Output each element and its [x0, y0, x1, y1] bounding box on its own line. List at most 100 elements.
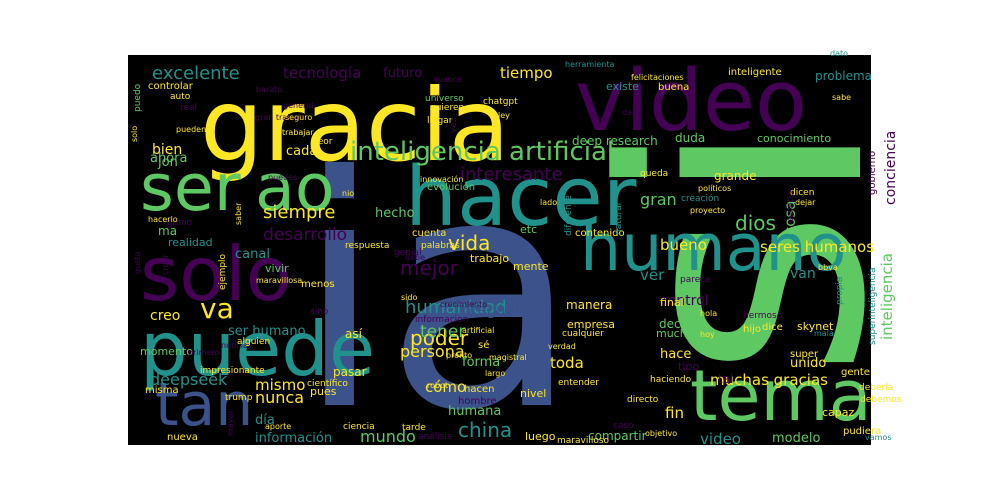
- cloud-word: tiempo: [500, 64, 553, 82]
- cloud-word: ser: [140, 151, 241, 226]
- cloud-word: van: [790, 266, 816, 282]
- cloud-word: pasar: [333, 365, 367, 379]
- cloud-word: herramienta: [565, 60, 614, 69]
- cloud-word: puede: [140, 305, 375, 393]
- cloud-word: video: [700, 430, 741, 448]
- cloud-word: capaz: [822, 406, 855, 419]
- cloud-word: debería: [859, 383, 893, 393]
- cloud-word: avance: [433, 75, 462, 84]
- cloud-word: momento: [140, 345, 193, 358]
- cloud-word: fin: [665, 404, 684, 422]
- cloud-word: toda: [550, 354, 584, 372]
- cloud-word: informacion: [415, 315, 468, 325]
- cloud-word: puedes: [268, 173, 297, 182]
- cloud-word: tecnología: [283, 64, 361, 82]
- cloud-word: debe: [405, 253, 425, 262]
- cloud-word: da: [622, 108, 632, 117]
- cloud-word: propia: [835, 277, 845, 305]
- cloud-word: hacerlo: [148, 215, 178, 224]
- cloud-word: hacer: [405, 150, 637, 245]
- cloud-word: tarde: [402, 423, 426, 433]
- cloud-word: canal: [235, 247, 270, 262]
- cloud-word: así: [345, 327, 363, 341]
- cloud-word: decir: [659, 317, 689, 331]
- cloud-word: hoy: [700, 330, 715, 339]
- cloud-word: poder: [410, 326, 469, 350]
- cloud-word: caso: [613, 421, 634, 431]
- cloud-word: natural: [614, 203, 624, 235]
- cloud-word: alguien: [237, 337, 270, 347]
- cloud-word: ao: [255, 151, 335, 226]
- cloud-word: hermoso: [743, 311, 783, 321]
- cloud-word: mente: [513, 260, 549, 273]
- cloud-word: realidad: [168, 236, 213, 249]
- cloud-word: impresionante: [200, 366, 265, 376]
- cloud-word: objetivo: [645, 429, 677, 438]
- cloud-word: políticos: [698, 184, 731, 193]
- cloud-word: etc: [520, 223, 537, 236]
- cloud-word: persona: [400, 342, 465, 361]
- cloud-word: cuenta: [412, 228, 446, 239]
- cloud-word: tipo: [678, 360, 699, 373]
- cloud-word: mejor: [400, 256, 459, 280]
- cloud-word: nueva: [167, 432, 198, 443]
- cloud-word: conciencia: [883, 131, 899, 205]
- cloud-word: auto: [170, 92, 191, 102]
- cloud-word: bbva: [818, 263, 838, 272]
- cloud-word: sabe: [832, 93, 851, 102]
- cloud-word: empresa: [567, 318, 615, 331]
- cloud-word: queda: [640, 169, 668, 179]
- cloud-word: cómo: [425, 378, 466, 396]
- cloud-word: duda: [675, 131, 705, 145]
- cloud-word: deep research: [572, 134, 658, 148]
- cloud-word: contenido: [575, 228, 625, 239]
- cloud-word: cualquier: [562, 329, 604, 339]
- cloud-word: manera: [566, 298, 612, 312]
- cloud-word: modelo: [772, 431, 820, 446]
- cloud-word: nivel: [520, 387, 546, 400]
- cloud-word: luego: [525, 430, 556, 443]
- cloud-word: dato: [830, 49, 848, 58]
- cloud-word: unido: [790, 356, 826, 371]
- cloud-word: servicio: [786, 191, 795, 222]
- cloud-word: artificial: [462, 326, 494, 335]
- cloud-word: inteligente: [728, 67, 782, 78]
- cloud-word: hacen: [464, 384, 494, 395]
- cloud-word: futuro: [383, 66, 422, 81]
- cloud-word: tal: [718, 372, 733, 386]
- cloud-word: vida: [448, 231, 490, 255]
- cloud-word: mundo: [360, 427, 416, 446]
- cloud-word: tan: [155, 370, 253, 440]
- cloud-word: entender: [558, 378, 599, 388]
- cloud-word: desarrollo: [263, 225, 347, 245]
- cloud-word: china: [458, 418, 512, 442]
- cloud-word: hijo: [743, 324, 761, 335]
- cloud-word: seguro: [285, 113, 312, 122]
- cloud-word: saber: [234, 202, 243, 225]
- cloud-word: problema: [815, 69, 872, 83]
- cloud-word: siempre: [263, 202, 336, 223]
- cloud-word: maravillosa: [256, 276, 302, 285]
- cloud-word: final: [660, 296, 684, 309]
- cloud-word: super: [790, 349, 819, 360]
- cloud-word: dice: [762, 322, 783, 333]
- cloud-word: humana: [448, 404, 501, 419]
- cloud-word: trabajar: [282, 128, 314, 137]
- cloud-word: cada: [286, 144, 317, 159]
- cloud-word: video: [575, 52, 807, 151]
- cloud-background: [128, 55, 871, 445]
- cloud-word: solo: [140, 230, 292, 318]
- cloud-word: directo: [627, 395, 659, 405]
- cloud-word: análisis: [418, 432, 452, 442]
- cloud-word: gente: [841, 367, 870, 378]
- cloud-word: inteligencia artificial: [350, 137, 614, 167]
- cloud-word: control: [660, 293, 709, 309]
- cloud-word: hombre: [458, 396, 497, 407]
- cloud-word: superinteligencia: [868, 267, 878, 345]
- cloud-word: controlar: [148, 81, 194, 92]
- cloud-word: gracia: [200, 67, 510, 184]
- cloud-word: primero: [188, 348, 219, 357]
- cloud-word: tema: [690, 355, 872, 437]
- cloud-word: aporte: [265, 422, 291, 431]
